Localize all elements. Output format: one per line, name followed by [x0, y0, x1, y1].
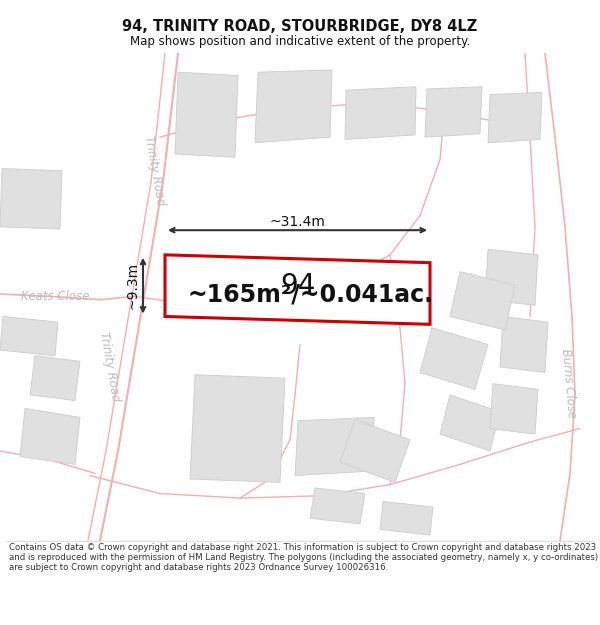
Text: ~31.4m: ~31.4m: [269, 214, 325, 229]
Polygon shape: [345, 87, 416, 139]
Polygon shape: [440, 395, 500, 451]
Text: 94: 94: [280, 272, 315, 299]
Polygon shape: [420, 328, 488, 389]
Polygon shape: [380, 501, 433, 535]
Polygon shape: [488, 92, 542, 142]
Text: Contains OS data © Crown copyright and database right 2021. This information is : Contains OS data © Crown copyright and d…: [9, 542, 598, 572]
Polygon shape: [425, 87, 482, 137]
Polygon shape: [500, 316, 548, 372]
Polygon shape: [30, 356, 80, 401]
Polygon shape: [0, 169, 62, 229]
Polygon shape: [20, 408, 80, 464]
Text: Trinity Road: Trinity Road: [142, 135, 167, 207]
Polygon shape: [490, 384, 538, 434]
Polygon shape: [485, 249, 538, 305]
Polygon shape: [295, 418, 374, 476]
Polygon shape: [340, 419, 410, 482]
Polygon shape: [190, 375, 285, 482]
Text: ~9.3m: ~9.3m: [125, 262, 139, 309]
Polygon shape: [165, 255, 430, 324]
Text: Keats Close: Keats Close: [21, 290, 89, 303]
Polygon shape: [175, 72, 238, 158]
Text: Trinity Road: Trinity Road: [97, 331, 122, 403]
Polygon shape: [255, 70, 332, 142]
Text: Map shows position and indicative extent of the property.: Map shows position and indicative extent…: [130, 36, 470, 48]
Polygon shape: [0, 316, 58, 356]
Text: ~165m²/~0.041ac.: ~165m²/~0.041ac.: [187, 282, 433, 306]
Polygon shape: [310, 488, 365, 524]
Polygon shape: [450, 272, 515, 330]
Text: Burns Close: Burns Close: [559, 348, 578, 419]
Text: 94, TRINITY ROAD, STOURBRIDGE, DY8 4LZ: 94, TRINITY ROAD, STOURBRIDGE, DY8 4LZ: [122, 19, 478, 34]
